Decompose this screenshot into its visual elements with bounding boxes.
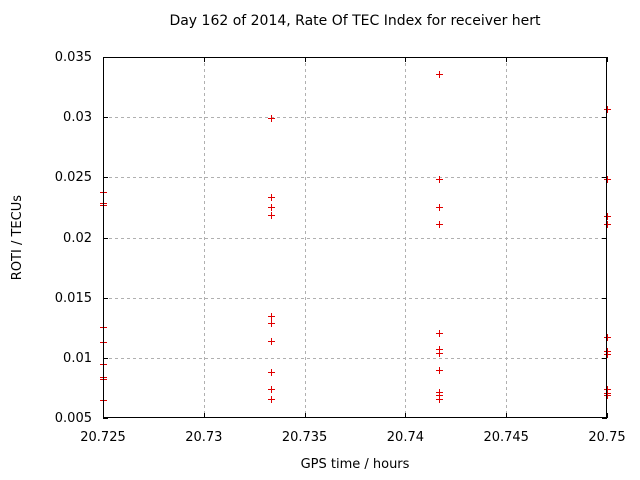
tick-mark xyxy=(506,57,508,62)
tick-mark xyxy=(602,357,607,359)
y-tick-label: 0.03 xyxy=(63,110,92,126)
tick-mark xyxy=(506,413,508,418)
tick-mark xyxy=(304,413,306,418)
data-point-marker xyxy=(604,386,611,394)
tick-mark xyxy=(103,57,108,58)
tick-mark xyxy=(304,57,306,62)
data-point-marker xyxy=(436,395,443,403)
data-point-marker xyxy=(604,212,611,220)
data-point-marker xyxy=(604,351,611,359)
y-tick-label: 0.01 xyxy=(63,350,92,366)
tick-mark xyxy=(405,413,407,418)
data-point-marker xyxy=(100,188,107,196)
data-point-marker xyxy=(267,204,275,212)
y-tick-label: 0.025 xyxy=(54,170,92,186)
data-point-marker xyxy=(100,376,107,384)
data-point-marker xyxy=(267,395,275,403)
y-axis-label: ROTI / TECUs xyxy=(9,194,25,281)
data-point-marker xyxy=(100,396,107,404)
data-point-marker xyxy=(604,105,611,113)
data-point-marker xyxy=(100,339,107,347)
data-point-marker xyxy=(436,204,443,212)
data-point-marker xyxy=(436,388,443,396)
y-tick-label: 0.02 xyxy=(63,230,92,246)
y-tick-label: 0.005 xyxy=(54,411,92,426)
tick-mark xyxy=(607,413,608,418)
data-point-marker xyxy=(436,366,443,374)
data-point-marker xyxy=(267,211,275,219)
data-point-marker xyxy=(436,70,443,78)
gridline-horizontal xyxy=(103,297,607,299)
x-tick-label: 20.73 xyxy=(185,430,223,445)
x-tick-label: 20.745 xyxy=(483,430,529,445)
tick-mark xyxy=(602,297,607,299)
tick-mark xyxy=(602,57,607,58)
data-point-marker xyxy=(267,319,275,327)
data-point-marker xyxy=(267,369,275,377)
tick-mark xyxy=(602,418,607,419)
x-tick-label: 20.74 xyxy=(386,430,424,445)
data-point-marker xyxy=(436,392,443,400)
tick-mark xyxy=(103,297,108,299)
data-point-marker xyxy=(436,346,443,354)
data-point-marker xyxy=(436,175,443,183)
gridline-horizontal xyxy=(103,357,607,359)
tick-mark xyxy=(103,237,108,239)
tick-mark xyxy=(602,177,607,179)
data-point-marker xyxy=(267,337,275,345)
gridline-horizontal xyxy=(103,237,607,239)
tick-mark xyxy=(602,237,607,239)
data-point-marker xyxy=(267,386,275,394)
chart-title: Day 162 of 2014, Rate Of TEC Index for r… xyxy=(169,13,541,29)
data-point-marker xyxy=(436,221,443,229)
data-point-marker xyxy=(267,312,275,320)
tick-mark xyxy=(405,57,407,62)
data-point-marker xyxy=(436,350,443,358)
data-point-marker xyxy=(100,202,107,209)
tick-mark xyxy=(203,57,205,62)
data-point-marker xyxy=(100,360,107,368)
data-point-marker xyxy=(604,347,611,355)
x-tick-label: 20.735 xyxy=(281,430,328,445)
data-point-marker xyxy=(436,329,443,337)
data-point-marker xyxy=(100,323,107,331)
gridline-horizontal xyxy=(103,177,607,179)
y-tick-label: 0.015 xyxy=(54,290,92,306)
data-point-marker xyxy=(267,115,275,123)
tick-mark xyxy=(607,57,608,62)
data-point-marker xyxy=(604,175,611,183)
x-tick-label: 20.725 xyxy=(80,430,126,445)
tick-mark xyxy=(103,117,108,119)
x-tick-label: 20.75 xyxy=(588,430,626,445)
gridline-horizontal xyxy=(103,117,607,119)
tick-mark xyxy=(103,418,108,419)
data-point-marker xyxy=(604,221,611,229)
tick-mark xyxy=(103,357,108,359)
y-tick-label: 0.035 xyxy=(54,50,92,65)
data-point-marker xyxy=(604,392,611,400)
data-point-marker xyxy=(604,334,611,342)
y-axis-label-container: ROTI / TECUs xyxy=(6,150,28,325)
tick-mark xyxy=(602,117,607,119)
plot-area xyxy=(100,57,611,419)
x-axis-label: GPS time / hours xyxy=(300,457,410,472)
tick-mark xyxy=(203,413,205,418)
data-point-marker xyxy=(267,193,275,201)
tick-mark xyxy=(103,177,108,179)
